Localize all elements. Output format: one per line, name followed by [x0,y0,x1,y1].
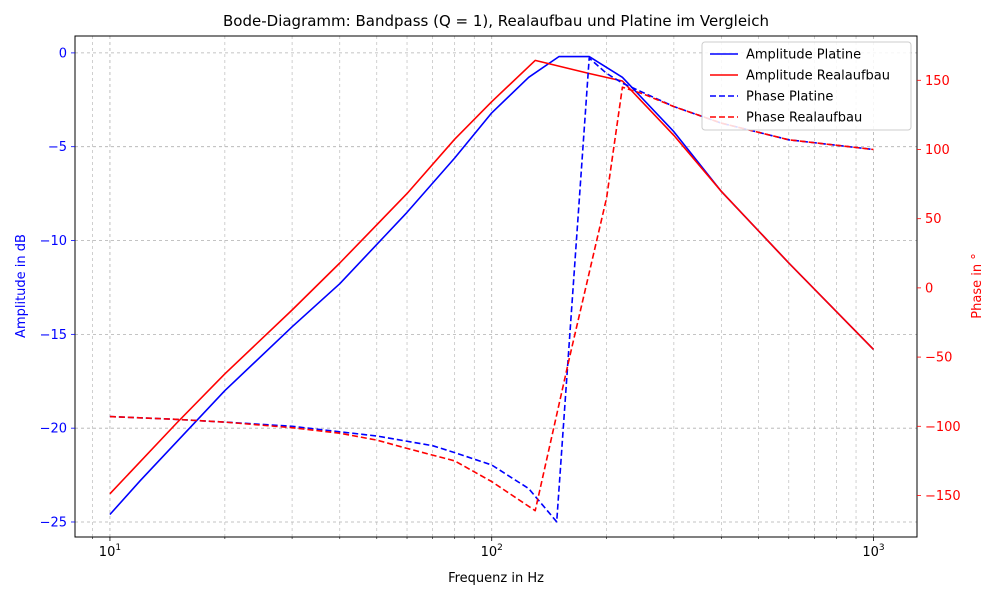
plot-frame [74,35,918,538]
series-line-amplitude-realaufbau [109,59,875,495]
x-tick-label: 103 [862,543,884,560]
y-right-tick-label: 50 [925,212,942,227]
y-right-tick-label: 150 [925,74,950,89]
y-right-tick-label: 100 [925,143,950,158]
y-right-tick-label: 0 [925,281,933,296]
y-right-tick-label: −150 [925,489,961,504]
legend-items: Amplitude Platine Amplitude Realaufbau Pha… [710,48,890,126]
y-left-tick-label: −5 [48,140,67,155]
y-right-axis-label: Phase in ° [970,253,985,318]
y-left-tick-label: −10 [40,234,67,249]
y-right-tick-label: −100 [925,420,961,435]
series-layer [109,55,875,523]
series-line-phase-realaufbau [109,86,874,512]
legend: Amplitude Platine Amplitude Realaufbau Pha… [701,41,912,131]
x-tick-label: 101 [99,543,121,560]
y-left-tick-label: −15 [40,328,67,343]
y-left-tick-label: −25 [40,515,67,530]
x-axis-label: Frequenz in Hz [448,571,544,586]
grid-layer [75,36,917,537]
y-left-tick-label: −20 [40,422,67,437]
y-left-axis-label: Amplitude in dB [14,234,29,338]
legend-box [701,41,912,131]
x-tick-label: 102 [481,543,503,560]
legend-label-phase-realaufbau: Phase Realaufbau [746,111,862,126]
legend-label-amplitude-realaufbau: Amplitude Realaufbau [746,69,890,84]
legend-label-phase-platine: Phase Platine [746,90,833,105]
legend-label-amplitude-platine: Amplitude Platine [746,48,861,63]
series-line-amplitude-platine [109,55,875,516]
y-right-tick-label: −50 [925,351,952,366]
chart-title: Bode-Diagramm: Bandpass (Q = 1), Realauf… [223,12,769,30]
axis-layer: 101 102 103 0 −5 −10 −15 −20 −25 150 100 50 0 −50 −100… [40,46,961,560]
y-left-tick-label: 0 [59,46,67,61]
